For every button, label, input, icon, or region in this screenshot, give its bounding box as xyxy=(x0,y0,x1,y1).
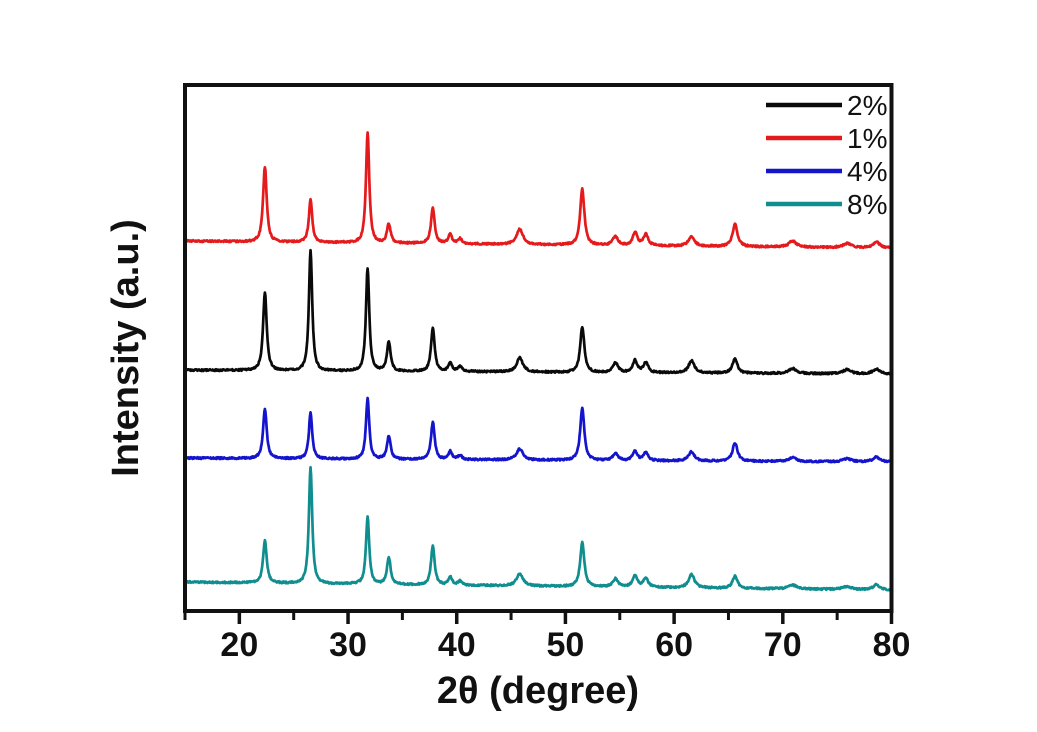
legend-label-2pct: 2% xyxy=(847,90,887,121)
x-tick-label: 80 xyxy=(873,626,911,664)
x-tick-label: 40 xyxy=(438,626,476,664)
series-curves xyxy=(186,131,890,592)
series-curve-8pct xyxy=(186,465,890,592)
x-axis-ticks: 20 30 40 50 60 70 80 xyxy=(183,613,911,664)
x-axis-label: 2θ (degree) xyxy=(437,670,639,712)
series-curve-2pct xyxy=(186,248,890,376)
legend-label-4pct: 4% xyxy=(847,156,887,187)
x-tick-label: 70 xyxy=(764,626,802,664)
series-curve-1pct xyxy=(186,131,890,250)
legend-label-8pct: 8% xyxy=(847,189,887,220)
plot-border xyxy=(183,83,894,613)
x-tick-label: 20 xyxy=(220,626,258,664)
series-curve-4pct xyxy=(186,396,890,464)
x-tick-label: 50 xyxy=(547,626,585,664)
legend-label-1pct: 1% xyxy=(847,123,887,154)
x-tick-label: 60 xyxy=(655,626,693,664)
y-axis-label: Intensity (a.u.) xyxy=(105,219,147,477)
legend: 2%1%4%8% xyxy=(766,90,887,220)
x-tick-label: 30 xyxy=(329,626,367,664)
